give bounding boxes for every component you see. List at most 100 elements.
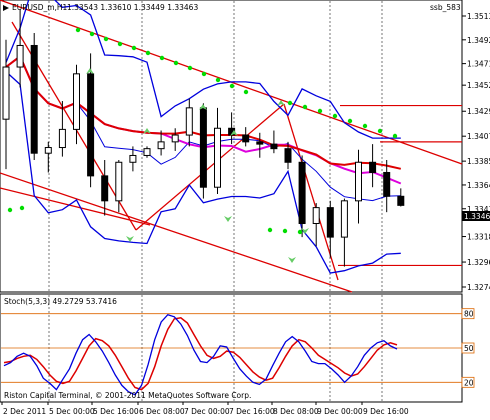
sar-dot [7, 207, 13, 213]
stochastic-level-box [461, 376, 475, 388]
candlesticks[interactable] [2, 9, 405, 267]
candle[interactable] [185, 98, 193, 147]
price-tick-label: 1.34070 [467, 132, 490, 141]
candle[interactable] [312, 203, 320, 247]
bollinger-lower [5, 71, 401, 274]
candle[interactable] [326, 200, 334, 258]
candle[interactable] [87, 53, 95, 188]
stochastic-level-box [461, 308, 475, 320]
candle[interactable] [101, 160, 109, 216]
candle[interactable] [44, 141, 52, 173]
candle[interactable] [256, 132, 264, 158]
candle[interactable] [383, 160, 391, 213]
candle[interactable] [16, 9, 24, 88]
ohlc-readout: 1.33543 1.33610 1.33449 1.33463 [67, 3, 198, 12]
sar-dot [103, 36, 109, 42]
stochastic-label: Stoch(5,3,3) 49.2729 53.7416 [4, 297, 117, 306]
candle[interactable] [30, 33, 38, 161]
sar-dot [287, 100, 293, 106]
candle[interactable] [73, 64, 80, 145]
bid-price-label: 1.33463 [464, 212, 490, 221]
sar-dot [302, 104, 308, 110]
candle[interactable] [2, 39, 10, 170]
time-tick-label: 5 Dec 16:00 [93, 407, 139, 416]
sar-dot [332, 113, 338, 119]
signal-arrow-icon [301, 228, 309, 234]
sar-dot [282, 228, 288, 234]
candle[interactable] [340, 198, 348, 267]
candle[interactable] [397, 188, 405, 207]
sar-dot [19, 205, 25, 211]
sar-dot [267, 227, 273, 233]
signal-arrow-icon [230, 130, 238, 136]
candle[interactable] [115, 160, 123, 213]
sar-dot [392, 133, 398, 139]
price-pane[interactable]: EURUSD_m,H1 1.33543 1.33610 1.33449 1.33… [0, 0, 463, 293]
price-tick-label: 1.34920 [467, 36, 490, 45]
stochastic-level-label: 20 [464, 378, 474, 387]
candle[interactable] [242, 127, 250, 147]
stochastic-main-line [3, 313, 398, 396]
price-axis[interactable]: 1.35130 1.34920 1.34710 1.34520 1.34290 1.340… [462, 12, 490, 292]
sar-dot [377, 128, 383, 134]
price-tick-label: 1.35130 [467, 12, 490, 21]
stochastic-pane[interactable]: Stoch(5,3,3) 49.2729 53.7416 Riston Capi… [0, 293, 463, 403]
candle[interactable] [129, 146, 137, 172]
price-tick-label: 1.33640 [467, 181, 490, 190]
price-tick-label: 1.33185 [467, 233, 490, 242]
candle[interactable] [157, 130, 165, 156]
candle[interactable] [214, 107, 221, 195]
sar-dot [159, 55, 165, 61]
time-tick-label: 6 Dec 08:00 [139, 407, 185, 416]
price-tick-label: 1.34520 [467, 81, 490, 90]
bollinger-upper [5, 0, 401, 139]
stochastic-level-label: 50 [464, 344, 474, 353]
time-axis[interactable]: 2 Dec 2011 5 Dec 00:005 Dec 16:00 6 Dec 08… [1, 402, 409, 416]
channel-line [135, 103, 285, 231]
sar-dot [173, 60, 179, 66]
sar-dot [75, 27, 81, 33]
sar-dot [131, 45, 137, 51]
stochastic-level-label: 80 [464, 310, 474, 319]
price-tick-label: 1.33850 [467, 157, 490, 166]
time-tick-label: 9 Dec 16:00 [363, 407, 409, 416]
candle[interactable] [355, 149, 362, 224]
signal-arrow-icon [288, 257, 296, 263]
chart-pointer-icon [3, 5, 9, 11]
candle[interactable] [58, 101, 66, 157]
channel-line [0, 172, 353, 293]
sar-dot [362, 123, 368, 129]
price-tick-label: 1.34710 [467, 60, 490, 69]
sar-dot [229, 83, 235, 89]
time-tick-label: 7 Dec 16:00 [229, 407, 275, 416]
price-tick-label: 1.32740 [467, 283, 490, 292]
sar-dot [297, 229, 303, 235]
sar-dot [317, 108, 323, 114]
stochastic-lines [3, 313, 398, 396]
candle[interactable] [270, 130, 278, 154]
candle[interactable] [369, 144, 377, 188]
time-tick-label: 9 Dec 00:00 [317, 407, 363, 416]
signal-arrow-icon [224, 216, 232, 222]
sar-dot [243, 89, 249, 95]
indicator-tag: ssb_583 [430, 3, 461, 12]
copyright-text: Riston Capital Terminal, © 2001-2011 Met… [4, 391, 251, 400]
candle[interactable] [143, 146, 151, 158]
price-tick-label: 1.32960 [467, 258, 490, 267]
price-tick-label: 1.33430 [467, 205, 490, 214]
candle[interactable] [284, 141, 292, 170]
parabolic-sar-dots [7, 27, 398, 235]
channel-line [0, 187, 151, 226]
stochastic-signal-line [3, 317, 398, 391]
time-tick-label: 5 Dec 00:00 [49, 407, 95, 416]
candle[interactable] [199, 103, 207, 199]
sar-dot [187, 65, 193, 71]
candle[interactable] [298, 155, 306, 238]
stochastic-level-box [461, 342, 475, 354]
signal-arrow-icon [86, 68, 94, 74]
candle[interactable] [171, 128, 179, 151]
stochastic-axis: 80 50 20 [461, 308, 475, 388]
signal-arrow-icon [143, 128, 151, 134]
time-tick-label: 7 Dec 00:00 [184, 407, 230, 416]
